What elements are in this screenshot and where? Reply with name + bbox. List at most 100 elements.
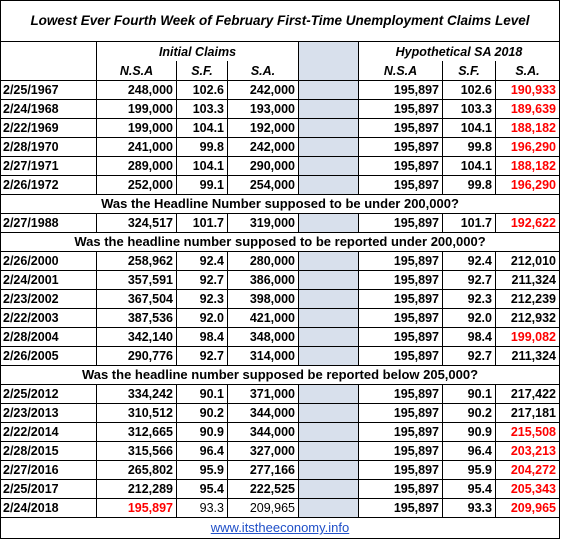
value-cell: 99.8	[442, 137, 496, 157]
gap-cell	[298, 156, 359, 176]
value-cell: 190,933	[495, 80, 560, 100]
section-row: Was the headline number supposed to be r…	[0, 232, 560, 252]
value-cell: 334,242	[96, 384, 177, 404]
value-cell: 98.4	[442, 327, 496, 347]
column-header: N.S.A	[358, 61, 443, 81]
date-cell: 2/24/1968	[0, 99, 97, 119]
value-cell: 195,897	[358, 118, 443, 138]
value-cell: 211,324	[495, 270, 560, 290]
value-cell: 195,897	[358, 270, 443, 290]
value-cell: 92.7	[442, 270, 496, 290]
value-cell: 217,181	[495, 403, 560, 423]
data-row: 2/25/2012 334,242 90.1 371,000 195,897 90.1 21…	[0, 384, 560, 404]
date-cell: 2/26/2000	[0, 251, 97, 271]
value-cell: 371,000	[227, 384, 299, 404]
value-cell: 103.3	[442, 99, 496, 119]
value-cell: 348,000	[227, 327, 299, 347]
data-row: 2/25/1967 248,000 102.6 242,000 195,897 102.6…	[0, 80, 560, 100]
group-header: Hypothetical SA 2018	[358, 41, 560, 61]
value-cell: 192,000	[227, 118, 299, 138]
value-cell: 195,897	[358, 213, 443, 233]
value-cell: 386,000	[227, 270, 299, 290]
gap-cell	[298, 80, 359, 100]
value-cell: 90.9	[176, 422, 228, 442]
value-cell: 319,000	[227, 213, 299, 233]
date-cell: 2/25/1967	[0, 80, 97, 100]
column-header-row: N.S.A S.F. S.A. N.S.A S.F. S.A.	[0, 61, 560, 81]
column-header: S.A.	[495, 61, 560, 81]
value-cell: 196,290	[495, 175, 560, 195]
date-cell: 2/27/1988	[0, 213, 97, 233]
gap-cell	[298, 251, 359, 271]
gap-cell	[298, 346, 359, 366]
value-cell: 209,965	[495, 498, 560, 518]
value-cell: 387,536	[96, 308, 177, 328]
data-row: 2/24/2001 357,591 92.7 386,000 195,897 92.7 21…	[0, 270, 560, 290]
value-cell: 252,000	[96, 175, 177, 195]
column-header: S.F.	[176, 61, 228, 81]
value-cell: 99.8	[442, 175, 496, 195]
gap-cell	[298, 460, 359, 480]
value-cell: 92.3	[442, 289, 496, 309]
value-cell: 344,000	[227, 403, 299, 423]
footer-cell: www.itstheeconomy.info	[0, 517, 560, 539]
value-cell: 104.1	[176, 118, 228, 138]
column-header: S.F.	[442, 61, 496, 81]
value-cell: 199,000	[96, 118, 177, 138]
group-header-row: Initial Claims Hypothetical SA 2018	[0, 41, 560, 81]
value-cell: 92.3	[176, 289, 228, 309]
value-cell: 195,897	[358, 441, 443, 461]
value-cell: 95.4	[176, 479, 228, 499]
data-row: 2/27/1988 324,517 101.7 319,000 195,897 101.7…	[0, 213, 560, 233]
date-cell: 2/25/2017	[0, 479, 97, 499]
gap-cell	[298, 41, 359, 81]
value-cell: 195,897	[358, 80, 443, 100]
value-cell: 92.4	[442, 251, 496, 271]
value-cell: 205,343	[495, 479, 560, 499]
value-cell: 93.3	[442, 498, 496, 518]
blank-cell	[0, 61, 97, 81]
value-cell: 99.8	[176, 137, 228, 157]
date-cell: 2/23/2013	[0, 403, 97, 423]
value-cell: 90.9	[442, 422, 496, 442]
value-cell: 212,239	[495, 289, 560, 309]
value-cell: 92.7	[176, 346, 228, 366]
value-cell: 195,897	[358, 289, 443, 309]
value-cell: 342,140	[96, 327, 177, 347]
value-cell: 195,897	[358, 327, 443, 347]
value-cell: 93.3	[176, 498, 228, 518]
value-cell: 195,897	[358, 422, 443, 442]
date-cell: 2/26/2005	[0, 346, 97, 366]
value-cell: 90.2	[176, 403, 228, 423]
value-cell: 188,182	[495, 118, 560, 138]
value-cell: 312,665	[96, 422, 177, 442]
footer-link[interactable]: www.itstheeconomy.info	[210, 520, 350, 535]
value-cell: 92.7	[442, 346, 496, 366]
value-cell: 192,622	[495, 213, 560, 233]
data-row: 2/28/2015 315,566 96.4 327,000 195,897 96.4 20…	[0, 441, 560, 461]
date-cell: 2/24/2018	[0, 498, 97, 518]
data-row: 2/24/1968 199,000 103.3 193,000 195,897 103.3…	[0, 99, 560, 119]
title-row: Lowest Ever Fourth Week of February Firs…	[0, 0, 560, 42]
value-cell: 195,897	[358, 498, 443, 518]
value-cell: 421,000	[227, 308, 299, 328]
value-cell: 289,000	[96, 156, 177, 176]
value-cell: 258,962	[96, 251, 177, 271]
blank-cell	[0, 41, 97, 61]
section-heading: Was the headline number supposed be repo…	[0, 365, 560, 385]
value-cell: 242,000	[227, 137, 299, 157]
value-cell: 398,000	[227, 289, 299, 309]
value-cell: 195,897	[358, 156, 443, 176]
value-cell: 104.1	[176, 156, 228, 176]
value-cell: 310,512	[96, 403, 177, 423]
value-cell: 195,897	[358, 384, 443, 404]
gap-cell	[298, 327, 359, 347]
value-cell: 104.1	[442, 156, 496, 176]
value-cell: 324,517	[96, 213, 177, 233]
data-row: 2/25/2017 212,289 95.4 222,525 195,897 95.4 20…	[0, 479, 560, 499]
value-cell: 203,213	[495, 441, 560, 461]
value-cell: 315,566	[96, 441, 177, 461]
section-heading: Was the Headline Number supposed to be u…	[0, 194, 560, 214]
value-cell: 195,897	[358, 251, 443, 271]
gap-cell	[298, 137, 359, 157]
